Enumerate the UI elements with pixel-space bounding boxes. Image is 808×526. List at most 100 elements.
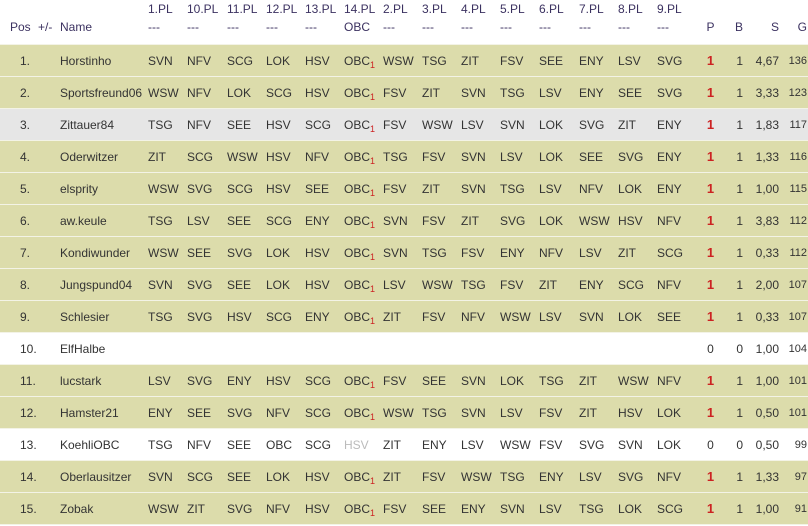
pick-team: NFV [187, 85, 211, 100]
pick-team: ENY [227, 373, 252, 388]
position: 10. [0, 332, 38, 365]
pick-cell: HSV [266, 364, 305, 397]
pick-cell: LOK [500, 364, 539, 397]
points: 1 [698, 364, 723, 397]
pick-cell [579, 332, 618, 365]
col-header-round: 9.PL --- [657, 0, 698, 45]
pick-team: LSV [539, 85, 562, 100]
position: 1. [0, 44, 38, 77]
pick-team: FSV [422, 213, 446, 228]
pick-team: TSG [383, 149, 408, 164]
points: 1 [698, 76, 723, 109]
pick-team: TSG [148, 309, 173, 324]
score: 0,50 [747, 396, 781, 429]
position: 8. [0, 268, 38, 301]
pick-team: LOK [657, 405, 682, 420]
pick-cell: SVN [579, 300, 618, 333]
pick-cell: SEE [187, 236, 227, 269]
col-header-round: 5.PL --- [500, 0, 539, 45]
round-label: 4.PL [461, 2, 486, 16]
pick-team: HSV [305, 501, 330, 516]
col-header-round: 13.PL --- [305, 0, 344, 45]
pick-cell: ZIT [422, 172, 461, 205]
pick-cell: OBC1 [344, 460, 383, 493]
pick-cell: SCG [657, 236, 698, 269]
pick-team: WSW [383, 53, 414, 68]
pick-team: TSG [500, 469, 525, 484]
pick-team: WSW [148, 85, 179, 100]
change [38, 460, 60, 493]
pick-cell: TSG [500, 76, 539, 109]
pick-cell: OBC1 [344, 172, 383, 205]
pick-cell [461, 332, 500, 365]
position: 12. [0, 396, 38, 429]
pick-cell: ENY [579, 44, 618, 77]
pick-team: SVG [227, 501, 253, 516]
pick-cell: NFV [266, 396, 305, 429]
pick-team: SVN [579, 309, 604, 324]
pick-cell: SVG [618, 140, 657, 173]
pick-cell: ENY [461, 492, 500, 525]
pick-cell: WSW [148, 172, 187, 205]
pick-cell: ENY [657, 140, 698, 173]
pick-team: SCG [305, 373, 332, 388]
table-row: 3. Zittauer84 TSG NFV SEE HSV SCG OBC1 FSV WSW LSV… [0, 108, 808, 141]
pick-cell: LSV [500, 140, 539, 173]
table-row: 6. aw.keule TSG LSV SEE SCG ENY OBC1 SVN FSV ZIT SV… [0, 204, 808, 237]
pick-team: NFV [657, 469, 681, 484]
pick-cell [266, 332, 305, 365]
pick-team: HSV [305, 277, 330, 292]
pick-cell: LOK [266, 236, 305, 269]
round-sub: --- [579, 20, 591, 34]
pick-team: ENY [422, 437, 447, 452]
player-name: ElfHalbe [60, 332, 148, 365]
pick-cell: LOK [618, 492, 657, 525]
pick-team: WSW [618, 373, 649, 388]
table-row: 1. Horstinho SVN NFV SCG LOK HSV OBC1 WSW TSG ZIT F… [0, 44, 808, 77]
pick-cell: HSV [227, 300, 266, 333]
col-header-round: 4.PL --- [461, 0, 500, 45]
pick-team: LOK [227, 85, 252, 100]
pick-team: FSV [461, 245, 485, 260]
col-header-round: 14.PL OBC [344, 0, 383, 45]
pick-team: ENY [657, 181, 682, 196]
pick-cell: LSV [539, 300, 579, 333]
score: 0,33 [747, 236, 781, 269]
pick-team: LSV [461, 437, 484, 452]
pick-team: ZIT [579, 373, 597, 388]
pick-team: SCG [187, 149, 214, 164]
pick-team: LOK [618, 309, 643, 324]
pick-team: OBC [344, 181, 371, 196]
pick-cell: FSV [383, 172, 422, 205]
pick-team: SEE [227, 277, 252, 292]
bonus: 1 [723, 396, 747, 429]
pick-team: LSV [539, 501, 562, 516]
pick-team: SVG [657, 53, 683, 68]
bonus: 1 [723, 140, 747, 173]
col-header-s: S [770, 20, 779, 34]
pick-team: NFV [657, 213, 681, 228]
pick-cell: SCG [305, 428, 344, 461]
round-sub: --- [539, 20, 551, 34]
pick-cell: FSV [422, 300, 461, 333]
round-label: 1.PL [148, 2, 173, 16]
pick-team: TSG [500, 85, 525, 100]
pick-team: ZIT [383, 309, 401, 324]
pick-cell: LOK [539, 108, 579, 141]
pick-team: SVG [579, 117, 605, 132]
pick-cell: SVN [148, 44, 187, 77]
col-header-pos: Pos [10, 20, 31, 34]
round-label: 8.PL [618, 2, 643, 16]
round-sub: --- [266, 20, 278, 34]
pick-team: SCG [305, 117, 332, 132]
pick-cell: HSV [305, 460, 344, 493]
pick-cell: FSV [422, 460, 461, 493]
pick-team: LSV [500, 149, 523, 164]
player-name: Jungspund04 [60, 268, 148, 301]
pick-cell: SEE [618, 76, 657, 109]
round-sub: --- [227, 20, 239, 34]
pick-cell: ENY [657, 108, 698, 141]
pick-team: LSV [579, 245, 602, 260]
round-label: 6.PL [539, 2, 564, 16]
pick-cell: TSG [461, 268, 500, 301]
